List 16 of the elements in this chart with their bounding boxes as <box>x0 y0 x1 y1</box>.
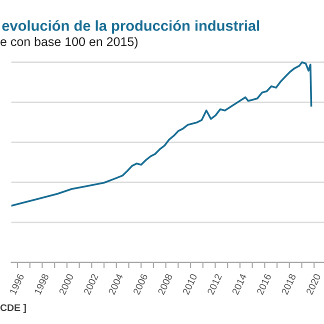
x-tick-label: 2020 <box>306 273 321 296</box>
x-tick-label: 2018 <box>281 273 296 296</box>
x-tick-label: 2006 <box>132 273 148 296</box>
x-tick-label: 1998 <box>34 273 49 295</box>
chart-title: evolución de la producción industrial <box>2 20 260 34</box>
x-tick-label: 2008 <box>158 273 173 296</box>
x-tick-label: 2016 <box>256 273 272 296</box>
x-tick-label: 2012 <box>207 273 222 296</box>
x-tick-label: 2014 <box>232 273 247 296</box>
chart-subtitle: e con base 100 en 2015) <box>0 36 138 49</box>
text: CDE ] <box>0 304 26 314</box>
x-tick-label: 1996 <box>9 273 24 295</box>
x-tick-label: 2002 <box>83 273 98 296</box>
x-tick-label: 2004 <box>108 273 124 296</box>
x-tick-label: 2010 <box>182 273 198 296</box>
x-tick-label: 2000 <box>58 273 74 296</box>
